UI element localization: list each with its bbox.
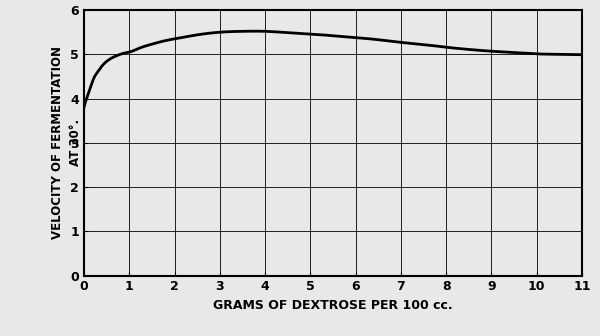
Y-axis label: VELOCITY OF FERMENTATION
AT 30°.: VELOCITY OF FERMENTATION AT 30°.: [51, 46, 82, 239]
X-axis label: GRAMS OF DEXTROSE PER 100 cc.: GRAMS OF DEXTROSE PER 100 cc.: [213, 299, 453, 312]
